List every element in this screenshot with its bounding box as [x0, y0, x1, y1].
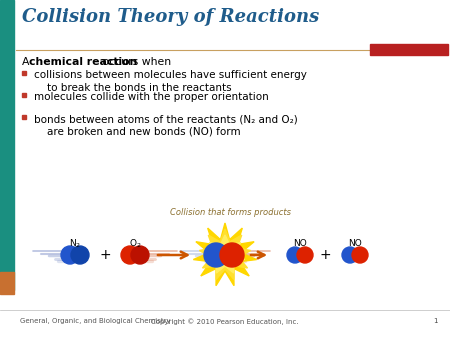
Text: collisions between molecules have sufficient energy
    to break the bonds in th: collisions between molecules have suffic…	[34, 70, 307, 93]
Circle shape	[121, 246, 139, 264]
Bar	[22, 115, 26, 119]
Text: O$_2$: O$_2$	[129, 237, 141, 249]
Text: N$_2$: N$_2$	[69, 237, 81, 249]
Circle shape	[342, 247, 358, 263]
Circle shape	[287, 247, 303, 263]
Text: occurs when: occurs when	[99, 57, 171, 67]
Text: NO: NO	[293, 239, 307, 248]
Bar	[370, 44, 448, 55]
Circle shape	[131, 246, 149, 264]
Polygon shape	[194, 223, 256, 286]
Circle shape	[297, 247, 313, 263]
Text: molecules collide with the proper orientation: molecules collide with the proper orient…	[34, 92, 269, 102]
Polygon shape	[199, 229, 251, 280]
Polygon shape	[206, 235, 244, 273]
Text: Collision Theory of Reactions: Collision Theory of Reactions	[22, 8, 319, 26]
Text: +: +	[99, 248, 111, 262]
Text: A: A	[22, 57, 33, 67]
Text: Copyright © 2010 Pearson Education, Inc.: Copyright © 2010 Pearson Education, Inc.	[151, 318, 299, 325]
Text: 1: 1	[433, 318, 438, 324]
Bar	[22, 93, 26, 97]
Circle shape	[204, 243, 228, 267]
Bar	[0, 272, 14, 294]
Text: bonds between atoms of the reactants (N₂ and O₂)
    are broken and new bonds (N: bonds between atoms of the reactants (N₂…	[34, 114, 298, 137]
Circle shape	[71, 246, 89, 264]
Circle shape	[220, 243, 244, 267]
Text: NO: NO	[348, 239, 362, 248]
Text: +: +	[319, 248, 331, 262]
Bar	[0, 0, 14, 290]
Circle shape	[61, 246, 79, 264]
Bar	[22, 71, 26, 75]
Text: Collision that forms products: Collision that forms products	[170, 208, 291, 217]
Text: chemical reaction: chemical reaction	[29, 57, 137, 67]
Text: General, Organic, and Biological Chemistry: General, Organic, and Biological Chemist…	[20, 318, 171, 324]
Circle shape	[352, 247, 368, 263]
